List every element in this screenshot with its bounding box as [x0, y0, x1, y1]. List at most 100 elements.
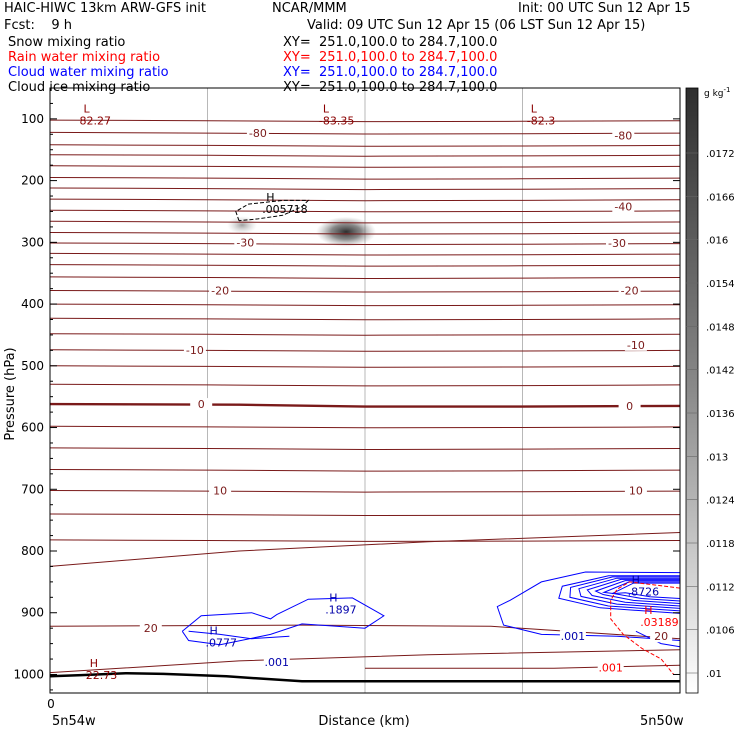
y-tick-label-7: 800 [21, 544, 44, 558]
temperature-label-mask [209, 484, 232, 497]
extremum-marker-0: L [84, 103, 91, 116]
temperature-contour-2 [49, 144, 681, 147]
colorbar-label-3: .0154 [706, 279, 735, 290]
x-axis-label: Distance (km) [318, 714, 409, 729]
temperature-label-mask [612, 129, 635, 142]
terrain-line [49, 671, 680, 683]
colorbar-label-6: .0136 [706, 409, 735, 420]
colorbar: .0172 .0166 .016 .0154 .0148 .0142 .0136 .013 .0… [685, 87, 735, 694]
temperature-label-8: -10 [627, 339, 645, 352]
colorbar-label-12: .01 [706, 669, 722, 680]
plot-frame [49, 87, 681, 694]
temperature-label-mask [612, 200, 635, 213]
x-tick-zero: 0 [47, 697, 55, 711]
temperature-contour-3 [49, 154, 681, 157]
extremum-value-4: .1897 [325, 604, 357, 617]
y-tick-label-5: 600 [21, 421, 44, 435]
temperature-label-mask [606, 236, 628, 249]
field-rain-name: Rain water mixing ratio [8, 50, 161, 65]
temperature-contour-23 [49, 447, 681, 451]
colorbar-label-7: .013 [706, 452, 728, 463]
temperature-contour-21 [49, 383, 681, 387]
temperature-label-2: -40 [614, 201, 632, 214]
colorbar-label-5: .0142 [706, 366, 735, 377]
contour-label-1: .001 [561, 630, 586, 643]
field-snow-name: Snow mixing ratio [8, 35, 126, 50]
extremum-marker-3: H [266, 191, 274, 204]
temperature-label-mask [246, 127, 269, 140]
temperature-label-4: -30 [608, 237, 626, 250]
temperature-label-mask [209, 284, 232, 297]
extremum-marker-5: H [210, 624, 218, 637]
temperature-label-mask [234, 236, 257, 249]
temperature-contour-19 [49, 349, 681, 352]
extremum-value-7: .8726 [628, 586, 660, 599]
colorbar-label-10: .0112 [706, 582, 735, 593]
cloud-water-contour-east-0 [496, 571, 681, 641]
extremum-marker-8: H [644, 604, 652, 617]
snow-core [316, 216, 377, 247]
field-cloudwater-name: Cloud water mixing ratio [8, 65, 169, 80]
temperature-contour-27 [49, 539, 681, 542]
y-tick-label-9: 1000 [13, 667, 44, 681]
extremum-marker-2: L [531, 103, 538, 116]
temperature-label-6: -20 [621, 284, 639, 297]
contour-label-mask [263, 656, 290, 669]
temperature-contour-low-d [365, 664, 681, 669]
cloud-water-contour-east-tail [635, 630, 681, 648]
temperature-label-mask [190, 398, 213, 411]
temperature-contour-26 [49, 513, 681, 517]
colorbar-label-2: .016 [706, 236, 728, 247]
temperature-contour-8 [49, 209, 681, 213]
extremum-value-1: -83.35 [319, 115, 354, 128]
temperature-contour-low-a [49, 532, 681, 567]
colorbar-label-8: .0124 [706, 496, 735, 507]
temperature-contour-24 [49, 469, 681, 472]
cloud-water-contour-east-3 [578, 577, 681, 609]
temperature-label-14: 20 [654, 630, 668, 643]
colorbar-label-0: .0172 [706, 149, 735, 160]
x-right-location: 5n50w [640, 714, 684, 729]
cloud-water-contour-east-4 [586, 578, 681, 607]
temperature-label-5: -20 [211, 284, 229, 297]
extremum-marker-1: L [323, 103, 330, 116]
colorbar-label-4: .0148 [706, 322, 735, 333]
temperature-label-mask [618, 399, 641, 412]
terrain-surface [49, 671, 680, 683]
temperature-label-mask [139, 622, 162, 635]
temperature-label-11: 10 [213, 485, 227, 498]
cloud-water-contour-west-outer [181, 597, 385, 646]
field-snow-xy: XY= 251.0,100.0 to 284.7,100.0 [283, 35, 498, 50]
temperature-contour-6 [49, 187, 681, 191]
colorbar-unit: g kg-1 [704, 86, 730, 99]
temperature-label-12: 10 [629, 485, 643, 498]
contour-label-mask [597, 661, 624, 674]
y-tick-label-0: 100 [21, 112, 44, 126]
temperature-label-9: 0 [198, 398, 205, 411]
temperature-contour-17 [49, 317, 681, 321]
colorbar-label-9: .0118 [706, 539, 735, 550]
x-left-location: 5n54w [52, 714, 96, 729]
y-tick-label-8: 900 [21, 606, 44, 620]
temperature-contour-7 [49, 198, 681, 202]
temperature-label-mask [618, 284, 641, 297]
temperature-label-7: -10 [186, 344, 204, 357]
temperature-contour-20 [49, 365, 681, 368]
temperature-label-10: 0 [626, 400, 633, 413]
cloud-water-contours [181, 199, 681, 675]
cloud-water-contour-east-6 [601, 581, 681, 602]
extremum-value-5: .0777 [206, 636, 238, 649]
extremum-value-6: 22.73 [86, 669, 118, 682]
temperature-contour-15 [49, 290, 681, 293]
temperature-contour-1 [49, 131, 681, 135]
temperature-label-mask [183, 343, 206, 356]
y-tick-label-4: 500 [21, 359, 44, 373]
colorbar-ramp [685, 87, 699, 694]
extremum-value-0: 82.27 [80, 115, 112, 128]
extremum-value-2: -82.3 [527, 115, 555, 128]
temperature-label-mask [624, 484, 647, 497]
extremum-value-3: .005718 [262, 203, 308, 216]
temperature-contour-22 [49, 425, 681, 429]
